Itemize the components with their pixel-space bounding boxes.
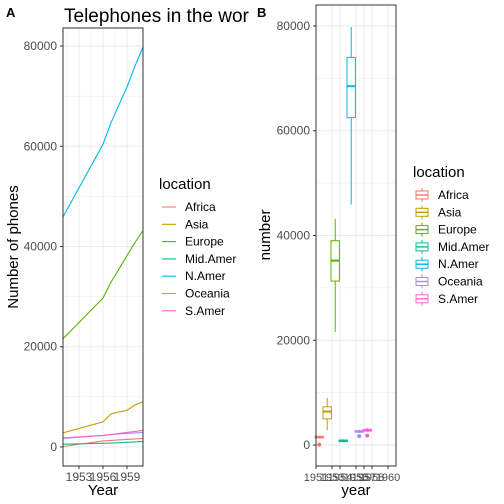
chart-a-gridlines	[63, 28, 143, 466]
legend-a-label-oceania: Oceania	[185, 287, 230, 301]
legend-b-label-oceania: Oceania	[438, 275, 483, 289]
legend-b-key-africa	[415, 188, 429, 202]
legend-a-label-africa: Africa	[185, 200, 216, 214]
chart-b-x-tick-label: 1957	[352, 472, 376, 484]
line-asia	[62, 401, 144, 434]
box-europe	[330, 218, 340, 332]
chart-b-gridlines	[315, 5, 396, 466]
chart-a-x-axis-title: Year	[88, 482, 118, 499]
legend-b-label-mid-amer: Mid.Amer	[438, 240, 489, 254]
chart-a-y-tick-label: 0	[50, 440, 57, 454]
box-mid-amer	[338, 439, 348, 443]
chart-a-y-tick-label: 40000	[24, 239, 58, 253]
box-asia	[322, 397, 332, 431]
legend-b-key-s-amer	[415, 291, 429, 306]
chart-b-y-axis-title: number	[257, 210, 274, 261]
chart-b-x-tick-label: 1958	[360, 472, 384, 484]
panel-b-tag: B	[257, 5, 266, 20]
legend-b-label-n-amer: N.Amer	[438, 257, 479, 271]
box-n-amer	[346, 27, 356, 205]
chart-a-legend-title: location	[159, 176, 211, 193]
chart-b-y-tick-label: 80000	[277, 19, 311, 33]
chart-b-x-tick-label: 1954	[328, 472, 352, 484]
panel-a-tag: A	[6, 5, 16, 20]
chart-b-y-axis: 0 20000 40000 60000 80000	[277, 19, 316, 452]
chart-b-y-tick-label: 0	[303, 438, 310, 452]
legend-b-label-europe: Europe	[438, 223, 477, 237]
legend-a-label-s-amer: S.Amer	[185, 304, 225, 318]
chart-a-y-axis: 0 20000 40000 60000 80000	[24, 39, 63, 454]
box-oceania-outlier	[357, 434, 362, 439]
line-n-amer	[62, 46, 144, 218]
legend-b-label-africa: Africa	[438, 188, 469, 202]
legend-b-key-n-amer	[415, 257, 429, 272]
chart-b-x-tick-label: 1953	[320, 472, 344, 484]
legend-a-label-asia: Asia	[185, 217, 209, 231]
chart-b-legend-title: location	[413, 164, 465, 181]
legend-b-key-mid-amer	[415, 239, 429, 254]
chart-b-x-tick-label: 1951	[304, 472, 328, 484]
chart-b-y-tick-label: 40000	[277, 229, 311, 243]
chart-a-y-tick-label: 20000	[24, 340, 58, 354]
line-mid-amer	[62, 440, 144, 445]
chart-a-x-tick-label: 1956	[90, 470, 117, 484]
chart-b-y-tick-label: 60000	[277, 124, 311, 138]
box-s-amer	[362, 427, 372, 438]
line-s-amer	[62, 429, 144, 439]
chart-b-x-tick-label: 1960	[376, 472, 400, 484]
chart-a-y-tick-label: 80000	[24, 39, 58, 53]
chart-b-y-tick-label: 20000	[277, 333, 311, 347]
chart-b-x-tick-label: 1956	[344, 472, 368, 484]
legend-b-key-asia	[415, 205, 429, 220]
line-europe	[62, 230, 144, 340]
box-s-amer-outlier	[365, 433, 370, 438]
box-africa-outlier	[317, 442, 322, 447]
legend-b-label-s-amer: S.Amer	[438, 292, 478, 306]
chart-a-x-tick-label: 1953	[66, 470, 93, 484]
legend-b-key-europe	[415, 222, 429, 237]
chart-b-x-axis-title: year	[341, 482, 370, 499]
line-africa	[62, 437, 144, 448]
box-asia-iqr	[322, 406, 332, 420]
chart-a-y-axis-title: Number of phones	[5, 185, 22, 308]
legend-a-label-europe: Europe	[185, 235, 224, 249]
legend-a-label-mid-amer: Mid.Amer	[185, 252, 236, 266]
chart-b-legend: Africa Asia Europe Mid.Amer N.Amer Oceania S.A…	[415, 188, 489, 306]
chart-a-series-lines	[62, 46, 144, 448]
chart-a-title: Telephones in the wor	[64, 6, 250, 27]
chart-a-y-tick-label: 60000	[24, 139, 58, 153]
chart-a-legend: Africa Asia Europe Mid.Amer N.Amer Oceania S.A…	[162, 200, 236, 318]
panel-b: B 0 20000 40000 60000 80000 1951195319541956…	[257, 4, 489, 499]
legend-b-label-asia: Asia	[438, 205, 462, 219]
legend-a-label-n-amer: N.Amer	[185, 269, 226, 283]
chart-b-boxes	[314, 27, 372, 447]
chart-a-x-tick-label: 1959	[114, 470, 141, 484]
box-n-amer-iqr	[346, 56, 356, 119]
panel-a: A Telephones in the wor 0 20000 40000 60000…	[5, 5, 250, 499]
legend-b-key-oceania	[415, 274, 429, 289]
